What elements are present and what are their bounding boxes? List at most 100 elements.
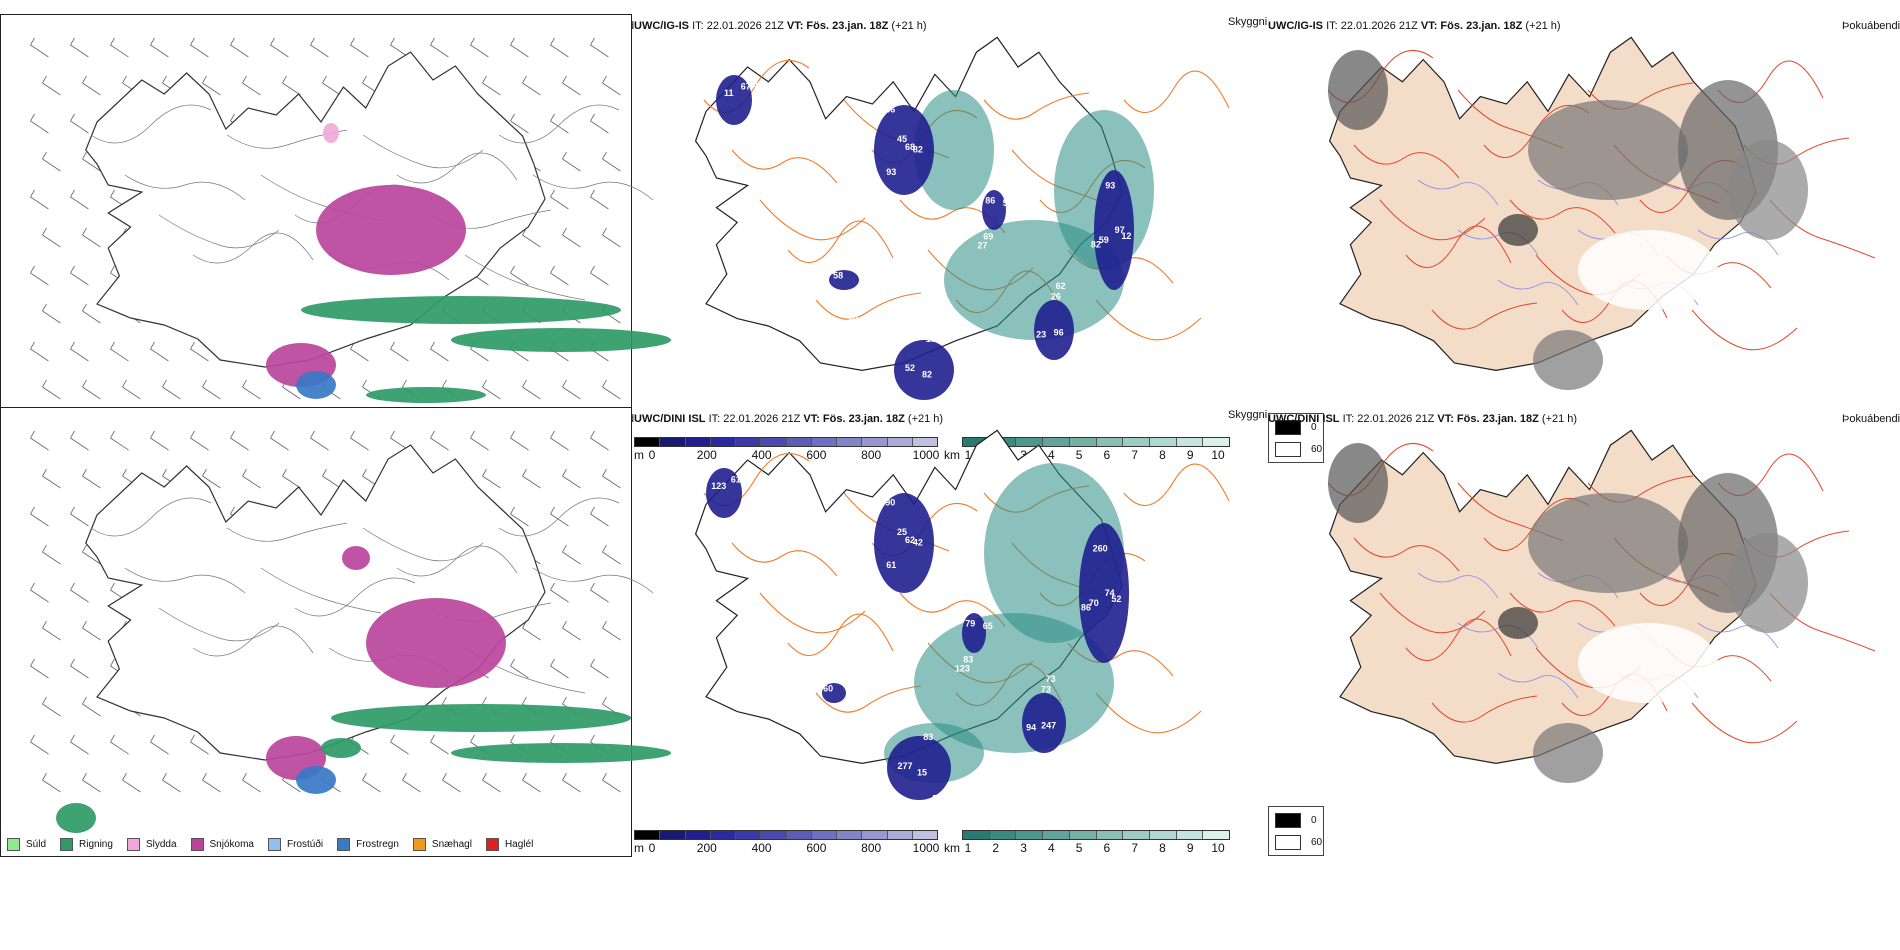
cloud-value-label: 123 — [711, 481, 726, 491]
legend-label: Snjókoma — [209, 839, 254, 850]
cloud-value-label: 26 — [1051, 291, 1061, 301]
fog-legend: 0 60 — [1268, 806, 1324, 856]
colorbar-step — [685, 831, 711, 839]
colorbar-tick: 6 — [1103, 841, 1111, 855]
fog-legend-label: 60 — [1311, 837, 1323, 848]
fog-label: Þokuábendi — [1842, 20, 1900, 32]
cloud-value-label: 82 — [922, 369, 932, 379]
colorbar-step — [786, 438, 812, 446]
cloud-panel-header: UWC/IG-IS IT: 22.01.2026 21Z VT: Fös. 23… — [634, 20, 927, 32]
colorbar-step — [912, 831, 937, 839]
cloud-value-label: 69 — [983, 232, 993, 242]
cloud-value-label: 86 — [985, 196, 995, 206]
cloud-value-label: 61 — [718, 527, 728, 537]
cloud-value-label: 93 — [886, 167, 896, 177]
colorbar-step — [1096, 831, 1124, 839]
fog-legend-item: 0 — [1275, 813, 1317, 828]
legend-swatch — [412, 838, 426, 851]
precip-legend-item: Slydda — [126, 838, 177, 851]
cloud-value-label: 54 — [1003, 198, 1013, 208]
colorbar-step — [736, 438, 762, 446]
fog-legend-label: 60 — [1311, 444, 1323, 455]
colorbar-tick: 4 — [1047, 448, 1055, 462]
fog-legend: 0 60 — [1268, 413, 1324, 463]
colorbar-step — [1203, 438, 1230, 446]
colorbar-tick: 400 — [751, 448, 772, 462]
colorbar-step — [1176, 438, 1204, 446]
colorbar-tick: 800 — [861, 448, 882, 462]
colorbar-tick: 600 — [806, 841, 827, 855]
colorbar-tick: 1000 — [912, 841, 940, 855]
colorbar-step — [837, 438, 863, 446]
cloud-value-label: 52 — [1111, 594, 1121, 604]
colorbar-step — [963, 831, 990, 839]
cloud-value-label: 86 — [1081, 603, 1091, 613]
colorbar-step — [887, 831, 913, 839]
colorbar-tick: 600 — [806, 448, 827, 462]
legend-label: Haglél — [504, 839, 534, 850]
legend-swatch — [337, 838, 351, 851]
colorbar-tick: 1 — [964, 448, 972, 462]
cloud-value-label: 67 — [937, 395, 947, 405]
cloud-value-label: 70 — [1089, 598, 1099, 608]
precip-legend-item: Rigning — [60, 838, 113, 851]
fog-map-svg — [1327, 36, 1876, 390]
legend-swatch — [7, 838, 20, 851]
colorbar-tick: 9 — [1186, 448, 1194, 462]
cloud-value-label: 23 — [1036, 330, 1046, 340]
colorbar-step — [1016, 831, 1044, 839]
colorbar-tick: 5 — [1075, 448, 1083, 462]
cloud-value-label: 50 — [728, 134, 738, 144]
cloud-value-label: 73 — [1046, 674, 1056, 684]
colorbar-step — [1069, 438, 1097, 446]
colorbar-step — [989, 831, 1017, 839]
cloud-value-label: 74 — [1105, 588, 1115, 598]
cloud-value-label: 48 — [816, 679, 826, 689]
cloud-value-label: 90 — [885, 498, 895, 508]
cloud-label: Skyggni — [1228, 16, 1268, 28]
colorbar-step — [1123, 831, 1150, 839]
colorbar-meters-unit: m — [634, 841, 644, 855]
cloud-value-label: 61 — [749, 79, 759, 89]
colorbar-tick: 400 — [751, 841, 772, 855]
colorbar-tick: 7 — [1131, 841, 1138, 855]
precip-legend-item: Snjókoma — [190, 838, 254, 851]
colorbar-step — [660, 831, 686, 839]
fog-legend-label: 0 — [1311, 815, 1317, 826]
colorbar-tick: 7 — [1131, 448, 1138, 462]
colorbar-tick: 3 — [1020, 448, 1027, 462]
cloud-value-label: 93 — [1105, 180, 1115, 190]
lead-time: (+21 h) — [1541, 413, 1578, 425]
colorbar-step — [710, 831, 736, 839]
cloud-map-svg: 6270735760618390749483761236561260247277… — [694, 429, 1230, 803]
colorbar-tick: 200 — [696, 841, 717, 855]
cloud-value-label: 61 — [731, 475, 741, 485]
colorbar-step — [761, 831, 787, 839]
colorbar-tick: 3 — [1020, 841, 1027, 855]
fog-legend-swatch — [1275, 835, 1301, 850]
colorbar-step — [736, 831, 762, 839]
cloud-value-label: 25 — [897, 527, 907, 537]
colorbar-km-unit: km — [944, 448, 960, 462]
cloud-value-label: 83 — [923, 732, 933, 742]
init-time: 22.01.2026 21Z — [723, 413, 804, 425]
precip-legend-item: Frostúði — [267, 838, 323, 851]
valid-time: Fös. 23.jan. 18Z — [806, 20, 892, 32]
cloud-value-label: 67 — [741, 82, 751, 92]
precip-type-map: SúldRigningSlyddaSnjókomaFrostúðiFrostre… — [0, 14, 671, 464]
model-name: UWC/IG-IS — [1268, 20, 1323, 32]
legend-label: Súld — [26, 839, 47, 850]
legend-swatch — [60, 838, 74, 851]
fog-legend-swatch — [1275, 813, 1301, 828]
cloud-value-label: 63 — [848, 312, 858, 322]
cloud-value-label: 247 — [1041, 720, 1056, 730]
colorbar-step — [1043, 438, 1070, 446]
cloud-value-label: 123 — [955, 664, 970, 674]
colorbar-step — [1203, 831, 1230, 839]
cloud-value-label: 260 — [1093, 543, 1108, 553]
cloud-value-label: 59 — [826, 266, 836, 276]
legend-label: Slydda — [145, 839, 177, 850]
precip-legend: Súld Rigning Slydda Snjókoma Frostúði Frostre… — [7, 838, 547, 851]
model-name: UWC/IG-IS — [634, 20, 689, 32]
colorbar-tick: 0 — [648, 448, 656, 462]
